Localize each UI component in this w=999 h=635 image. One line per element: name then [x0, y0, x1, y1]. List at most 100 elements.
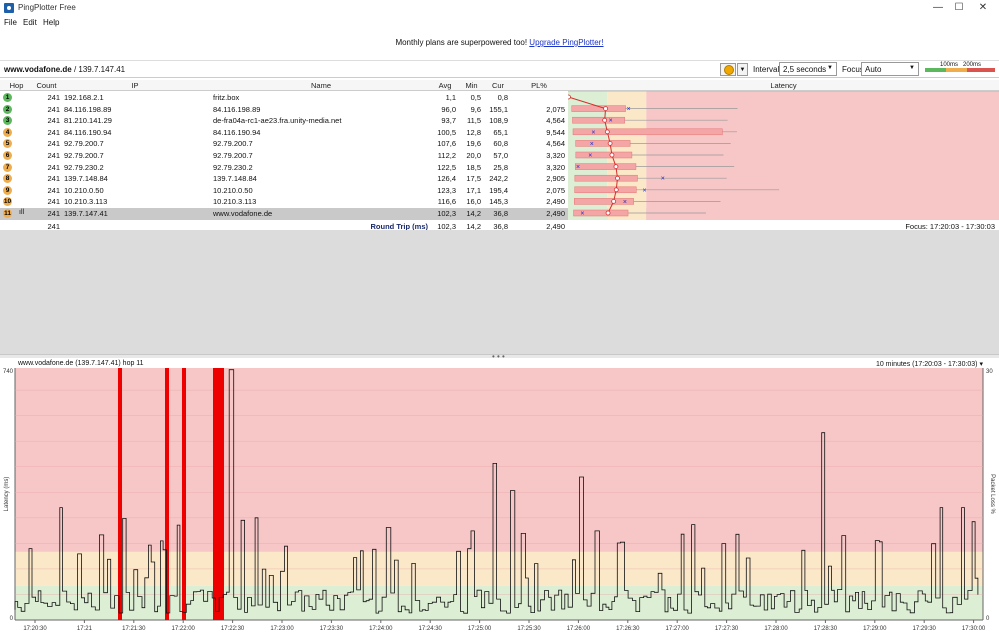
cell-cur: 57,0: [493, 151, 508, 160]
cell-name: 10.210.0.50: [213, 185, 253, 195]
cell-pl: 2,075: [546, 104, 565, 114]
drag-handle-icon[interactable]: • • •: [492, 352, 505, 361]
x-tick-label: 17:22:00: [172, 626, 196, 632]
x-tick-label: 17:24:30: [419, 626, 443, 632]
latency-bar: [572, 116, 625, 124]
cell-avg: 123,3: [437, 185, 456, 195]
latency-bar: [571, 105, 626, 112]
cell-count: 241: [47, 127, 60, 137]
chart-title: www.vodafone.de (139.7.147.41) hop 11: [18, 360, 144, 367]
chevron-down-icon: ▼: [827, 65, 833, 71]
packet-loss-bar: [118, 368, 122, 620]
table-row[interactable]: 5 241 92.79.200.7 92.79.200.7 107,6 19,6 60,8 4…: [0, 138, 999, 150]
interval-label: Interval: [753, 65, 780, 74]
table-row[interactable]: 10 241 10.210.3.113 10.210.3.113 116,6 16,0 14…: [0, 196, 999, 208]
timeline-chart[interactable]: Latency (ms) Packet Loss % 740 0 30 0 17:20:30…: [0, 358, 999, 635]
x-tick-label: 17:27:00: [666, 626, 690, 632]
table-row[interactable]: 2 241 84.116.198.89 84.116.198.89 96,0 9,6 155…: [0, 104, 999, 116]
summary-cur: 36,8: [493, 221, 508, 231]
target-ip: / 139.7.147.41: [71, 65, 126, 74]
cell-ip: 10.210.0.50: [64, 185, 104, 195]
cell-pl: 3,320: [546, 151, 565, 160]
hop-badge: 9: [3, 185, 12, 195]
latency-trace: [14, 369, 979, 614]
cell-cur: 0,8: [497, 93, 508, 102]
table-row[interactable]: 9 241 10.210.0.50 10.210.0.50 123,3 17,1 195,4…: [0, 185, 999, 197]
hop-badge: 1: [3, 93, 12, 102]
focus-label: Focus: [842, 65, 864, 74]
y-axis-label: Latency (ms): [4, 477, 10, 512]
focus-select[interactable]: Auto ▼: [861, 62, 919, 76]
maximize-button[interactable]: ☐: [954, 2, 964, 13]
current-marker: ×: [642, 187, 646, 194]
summary-row: 241 Round Trip (ms) 102,3 14,2 36,8 2,490 Focu…: [0, 221, 999, 232]
table-row[interactable]: 8 241 139.7.148.84 139.7.148.84 126,4 17,5 242…: [0, 173, 999, 185]
menu-file[interactable]: File: [4, 18, 17, 27]
col-name[interactable]: Name: [310, 81, 331, 90]
col-hop[interactable]: Hop: [9, 81, 24, 90]
cell-ip: 81.210.141.29: [64, 116, 112, 126]
empty-panel-area: [0, 230, 999, 355]
col-min[interactable]: Min: [465, 81, 478, 90]
latency-bar: [574, 174, 638, 182]
cell-cur: 155,1: [489, 104, 508, 114]
table-row[interactable]: 4 241 84.116.190.94 84.116.190.94 100,5 12,8 6…: [0, 127, 999, 139]
summary-count: 241: [47, 221, 60, 231]
current-marker: ×: [609, 118, 613, 125]
latency-bar: [575, 151, 633, 159]
panel-splitter[interactable]: • • •: [0, 352, 999, 361]
cell-avg: 122,5: [437, 162, 456, 172]
hop-badge: 8: [3, 174, 12, 184]
table-row[interactable]: 1 241 192.168.2.1 fritz.box 1,1 0,5 0,8: [0, 92, 999, 104]
cell-name: 92.79.230.2: [213, 162, 253, 172]
avg-point: [607, 141, 613, 146]
cell-pl: 4,564: [546, 116, 565, 126]
cell-avg: 126,4: [437, 174, 456, 184]
cell-pl: 9,544: [546, 127, 565, 137]
cell-avg: 116,6: [437, 197, 456, 207]
col-latency[interactable]: Latency: [770, 81, 797, 90]
hop-badge: 4: [3, 127, 12, 137]
table-row[interactable]: 11 ıll 241 139.7.147.41 www.vodafone.de 102,3…: [0, 208, 999, 220]
x-tick-label: 17:25:00: [468, 626, 492, 632]
pingplotter-logo-icon: [4, 3, 14, 13]
cell-count: 241: [47, 209, 60, 218]
cell-pl: 4,564: [546, 139, 565, 149]
pause-button[interactable]: [720, 63, 736, 76]
graph-icon[interactable]: ıll: [19, 209, 25, 216]
cell-cur: 60,8: [493, 139, 508, 149]
minimize-button[interactable]: —: [933, 2, 943, 13]
chart-range-select[interactable]: 10 minutes (17:20:03 - 17:30:03) ▾: [876, 360, 983, 368]
avg-point: [615, 175, 620, 181]
current-marker: ×: [661, 176, 665, 183]
x-tick-label: 17:21: [77, 626, 93, 632]
summary-focus: Focus: 17:20:03 - 17:30:03: [905, 221, 995, 231]
col-pl[interactable]: PL%: [531, 81, 547, 90]
red-zone: [15, 368, 983, 552]
current-marker: ×: [590, 141, 594, 148]
cell-avg: 1,1: [445, 93, 456, 102]
interval-select[interactable]: 2,5 seconds ▼: [779, 62, 837, 76]
table-row[interactable]: 3 241 81.210.141.29 de-fra04a-rc1-ae23.fra.…: [0, 115, 999, 127]
cell-cur: 36,8: [493, 209, 508, 218]
cell-name: 84.116.198.89: [213, 104, 261, 114]
target-label: www.vodafone.de / 139.7.147.41: [4, 65, 125, 74]
cell-pl: 2,490: [546, 209, 565, 218]
col-cur[interactable]: Cur: [491, 81, 505, 90]
col-avg[interactable]: Avg: [438, 81, 452, 90]
pause-dropdown-button[interactable]: ▼: [737, 63, 748, 76]
x-tick-label: 17:27:30: [715, 626, 739, 632]
cell-pl: 2,905: [546, 174, 565, 184]
menu-edit[interactable]: Edit: [23, 18, 37, 27]
menu-help[interactable]: Help: [43, 18, 60, 27]
table-row[interactable]: 7 241 92.79.230.2 92.79.230.2 122,5 18,5 25,8 3…: [0, 162, 999, 174]
col-count[interactable]: Count: [36, 81, 57, 90]
table-row[interactable]: 6 241 92.79.200.7 92.79.200.7 112,2 20,0 57,0 3…: [0, 150, 999, 162]
x-tick-label: 17:25:30: [517, 626, 541, 632]
hop-badge: 7: [3, 162, 12, 172]
close-button[interactable]: ✕: [978, 2, 988, 13]
cell-ip: 84.116.190.94: [64, 127, 112, 137]
col-ip[interactable]: IP: [131, 81, 139, 90]
upgrade-link[interactable]: Upgrade PingPlotter!: [529, 38, 604, 47]
cell-min: 16,0: [466, 197, 481, 207]
